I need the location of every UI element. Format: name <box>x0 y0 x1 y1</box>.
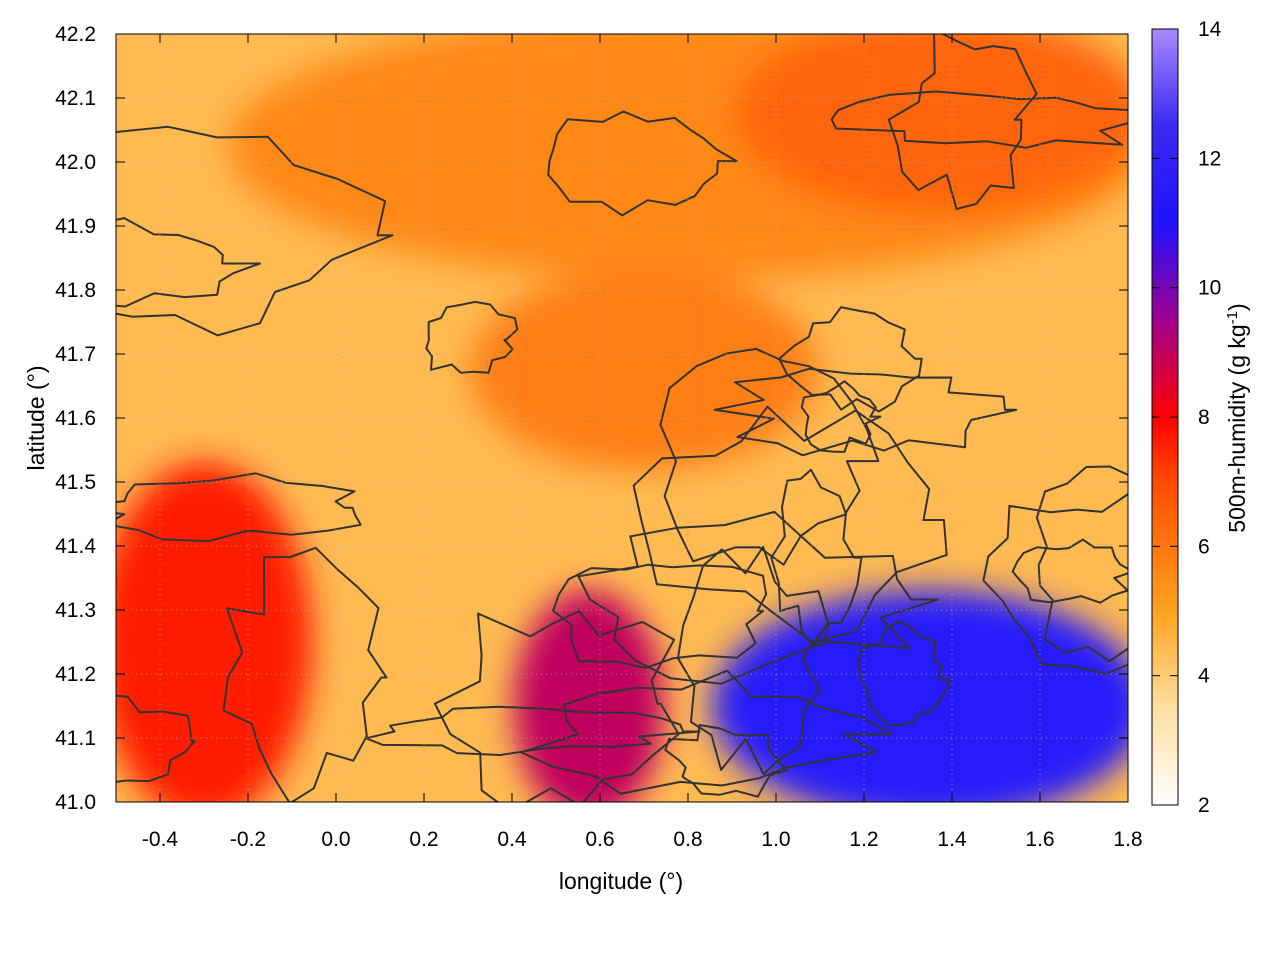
x-tick-label: -0.2 <box>230 828 266 851</box>
contour-line <box>520 669 892 795</box>
x-tick-label: 1.4 <box>937 828 967 851</box>
x-tick-label: 0.8 <box>673 828 702 851</box>
contour-line <box>116 217 261 308</box>
contour-line <box>433 610 680 802</box>
x-tick-label: 0.4 <box>497 828 527 851</box>
colorbar-tick-label: 6 <box>1198 535 1210 558</box>
contour-line <box>664 724 789 798</box>
colorbar: 2 4 6 8 10 12 14 500m-humidity (g kg-1) <box>1151 18 1251 817</box>
x-tick-label: 1.8 <box>1113 828 1142 851</box>
y-tick-label: 42.1 <box>55 87 96 110</box>
contour-line <box>116 694 196 783</box>
contour-line <box>830 90 1128 149</box>
heatmap-region-coastal-moist <box>712 590 1128 802</box>
colorbar-label-suffix: ) <box>1224 303 1250 311</box>
heatmap-region-central-ridge <box>470 270 818 470</box>
y-tick-label: 41.1 <box>55 727 96 750</box>
contour-line <box>116 472 362 543</box>
y-axis-label: latitude (°) <box>23 365 49 470</box>
contour-line <box>1011 538 1128 604</box>
contour-lines <box>116 34 1128 802</box>
y-tick-label: 41.3 <box>55 599 96 622</box>
x-tick-label: 1.0 <box>761 828 790 851</box>
y-tick-label: 41.8 <box>55 279 96 302</box>
x-axis: -0.4 -0.2 0.0 0.2 0.4 0.6 0.8 1.0 1.2 1.4 1.6 1.8 <box>142 34 1143 851</box>
y-tick-label: 42.0 <box>55 151 96 174</box>
contour-line <box>632 405 948 643</box>
contour-line <box>547 110 738 217</box>
contour-line <box>770 468 863 647</box>
x-tick-label: 1.6 <box>1025 828 1054 851</box>
y-axis: 41.0 41.1 41.2 41.3 41.4 41.5 41.6 41.7 41.8 41.9… <box>55 23 1128 814</box>
contour-line <box>800 380 882 453</box>
contour-line <box>887 34 1038 210</box>
colorbar-tick-label: 2 <box>1198 794 1210 817</box>
colorbar-ticks: 2 4 6 8 10 12 14 <box>1152 18 1222 817</box>
contour-line <box>116 125 394 337</box>
contour-line <box>982 492 1128 675</box>
y-tick-label: 41.9 <box>55 215 96 238</box>
x-tick-label: 0.6 <box>585 828 614 851</box>
colorbar-label-superscript: -1 <box>1224 311 1241 324</box>
y-tick-label: 41.2 <box>55 663 96 686</box>
contour-line <box>222 546 388 802</box>
contour-line <box>857 620 952 727</box>
colorbar-label: 500m-humidity (g kg-1) <box>1224 303 1251 532</box>
colorbar-label-main: 500m-humidity (g kg <box>1224 324 1250 532</box>
colorbar-tick-label: 8 <box>1198 406 1210 429</box>
contour-line <box>365 705 701 756</box>
x-tick-label: -0.4 <box>142 828 179 851</box>
y-tick-label: 41.7 <box>55 343 96 366</box>
x-tick-label: 1.2 <box>849 828 878 851</box>
x-tick-label: 0.0 <box>321 828 350 851</box>
colorbar-tick-label: 10 <box>1198 277 1221 300</box>
contour-line <box>778 306 923 413</box>
contour-line <box>659 347 880 566</box>
heatmap-region-northeast-high <box>734 34 1128 214</box>
heatmap-region-west-moist <box>116 462 312 802</box>
contour-line <box>425 300 519 374</box>
contour-line <box>552 563 768 669</box>
colorbar-tick-label: 12 <box>1198 147 1221 170</box>
y-tick-label: 41.0 <box>55 791 96 814</box>
x-tick-label: 0.2 <box>409 828 438 851</box>
colorbar-tick-label: 14 <box>1198 18 1222 41</box>
y-tick-label: 41.6 <box>55 407 96 430</box>
contour-line <box>1035 465 1128 663</box>
y-tick-label: 42.2 <box>55 23 96 46</box>
contour-line <box>713 367 1018 457</box>
colorbar-tick-label: 4 <box>1198 665 1210 688</box>
y-tick-label: 41.5 <box>55 471 96 494</box>
contour-line <box>577 510 940 685</box>
contour-line <box>676 545 829 775</box>
x-axis-label: longitude (°) <box>559 868 683 894</box>
y-tick-label: 41.4 <box>55 535 96 558</box>
